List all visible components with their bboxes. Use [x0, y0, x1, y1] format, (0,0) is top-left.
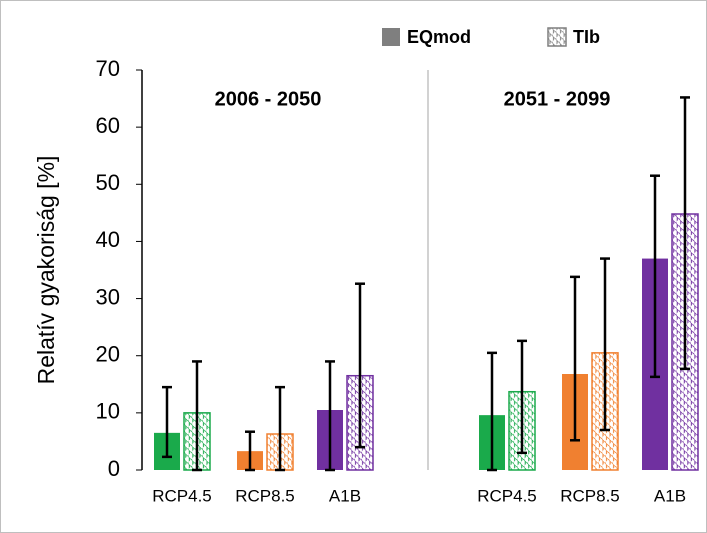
legend-label: TIb: [573, 27, 600, 47]
panel-title: 2006 - 2050: [215, 88, 322, 110]
x-tick-label: RCP8.5: [560, 486, 620, 505]
y-axis-title: Relatív gyakoriság [%]: [33, 156, 59, 385]
y-tick-label: 60: [96, 113, 120, 138]
y-tick-label: 40: [96, 227, 120, 252]
y-tick-label: 70: [96, 56, 120, 81]
x-tick-label: RCP4.5: [477, 486, 537, 505]
legend-label: EQmod: [407, 27, 471, 47]
legend-swatch: [382, 28, 400, 46]
x-tick-label: A1B: [654, 486, 686, 505]
x-tick-label: RCP4.5: [152, 486, 212, 505]
x-tick-label: RCP8.5: [235, 486, 295, 505]
panel-title: 2051 - 2099: [504, 88, 611, 110]
y-tick-label: 0: [108, 456, 120, 481]
y-tick-label: 10: [96, 399, 120, 424]
legend-swatch: [547, 27, 567, 47]
x-tick-label: A1B: [329, 486, 361, 505]
y-tick-label: 30: [96, 284, 120, 309]
y-tick-label: 20: [96, 342, 120, 367]
y-tick-label: 50: [96, 170, 120, 195]
